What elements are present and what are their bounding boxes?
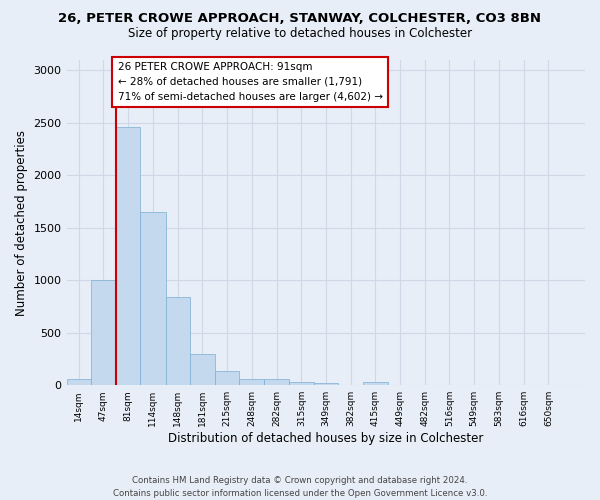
- Bar: [67, 379, 91, 385]
- Bar: [91, 280, 116, 385]
- X-axis label: Distribution of detached houses by size in Colchester: Distribution of detached houses by size …: [168, 432, 484, 445]
- Y-axis label: Number of detached properties: Number of detached properties: [15, 130, 28, 316]
- Text: Contains HM Land Registry data © Crown copyright and database right 2024.
Contai: Contains HM Land Registry data © Crown c…: [113, 476, 487, 498]
- Bar: [215, 370, 239, 385]
- Bar: [166, 297, 190, 385]
- Bar: [362, 382, 388, 385]
- Bar: [239, 380, 265, 385]
- Bar: [116, 127, 140, 385]
- Bar: [314, 383, 338, 385]
- Bar: [140, 212, 166, 385]
- Text: 26, PETER CROWE APPROACH, STANWAY, COLCHESTER, CO3 8BN: 26, PETER CROWE APPROACH, STANWAY, COLCH…: [59, 12, 542, 26]
- Bar: [289, 382, 314, 385]
- Text: Size of property relative to detached houses in Colchester: Size of property relative to detached ho…: [128, 28, 472, 40]
- Text: 26 PETER CROWE APPROACH: 91sqm
← 28% of detached houses are smaller (1,791)
71% : 26 PETER CROWE APPROACH: 91sqm ← 28% of …: [118, 62, 383, 102]
- Bar: [190, 354, 215, 385]
- Bar: [265, 380, 289, 385]
